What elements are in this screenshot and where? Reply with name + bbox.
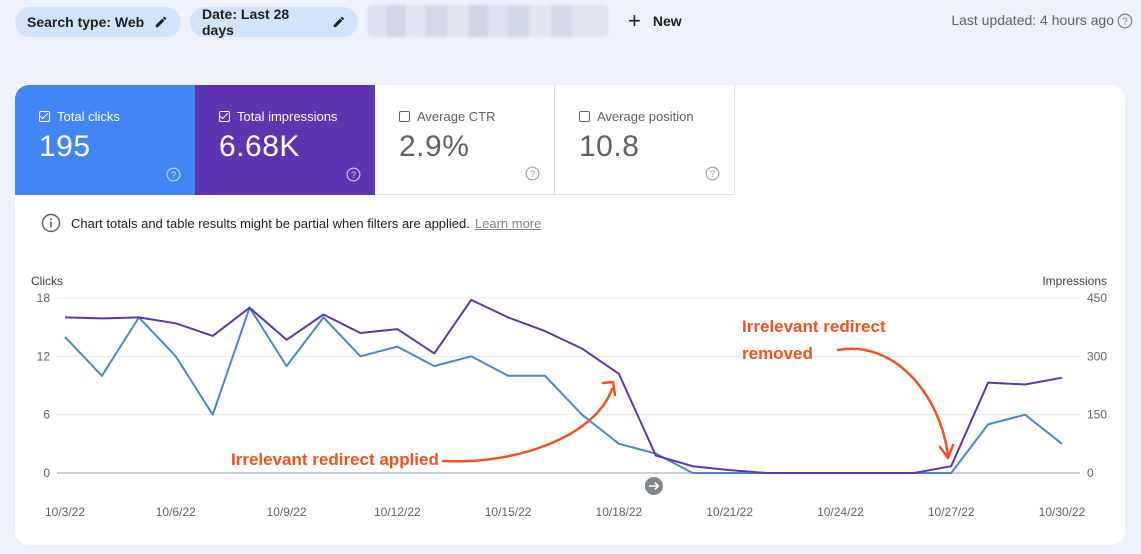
help-icon[interactable]: ?: [166, 167, 181, 182]
right-tick-label: 150: [1087, 408, 1107, 422]
left-tick-label: 18: [37, 291, 51, 305]
new-filter-button[interactable]: + New: [628, 8, 682, 34]
series-line-total-clicks: [64, 306, 1063, 474]
svg-text:?: ?: [1122, 17, 1128, 28]
learn-more-link[interactable]: Learn more: [474, 215, 542, 231]
plus-icon: +: [628, 8, 641, 33]
right-axis-label: Impressions: [1042, 274, 1107, 288]
annotation-arrow-removed: [836, 347, 950, 457]
metric-total-impressions[interactable]: Total impressions 6.68K ?: [195, 85, 375, 195]
edit-pencil-icon: [155, 16, 167, 28]
svg-text:?: ?: [530, 169, 535, 179]
right-tick-label: 450: [1087, 291, 1107, 305]
metric-value: 2.9%: [399, 130, 470, 163]
left-axis-label: Clicks: [31, 274, 63, 288]
svg-text:?: ?: [710, 169, 715, 179]
x-tick-label: 10/15/22: [485, 505, 532, 519]
metric-label: Average position: [597, 109, 694, 124]
x-tick-label: 10/6/22: [156, 505, 196, 519]
search-type-label: Search type: Web: [27, 14, 145, 30]
x-tick-label: 10/3/22: [45, 505, 85, 519]
edit-pencil-icon: [334, 16, 345, 28]
metric-label: Average CTR: [417, 109, 496, 124]
x-tick-label: 10/30/22: [1039, 505, 1086, 519]
new-button-label: New: [652, 13, 682, 29]
notice-text: Chart totals and table results might be …: [71, 215, 470, 231]
performance-chart: 0 0 6 150 12 300 18 450 Clicks Impressions 10/3/22…: [31, 274, 1107, 519]
chart-nav-arrow-icon[interactable]: [644, 477, 663, 495]
annotation-redirect-removed-line1: Irrelevant redirect: [742, 317, 886, 336]
performance-card: Total clicks 195 ? Total impressions 6.6…: [15, 85, 1125, 545]
partial-data-notice: Chart totals and table results might be …: [41, 213, 541, 233]
x-tick-label: 10/24/22: [817, 505, 864, 519]
metric-value: 10.8: [579, 130, 640, 163]
metric-value: 195: [39, 130, 91, 163]
help-icon[interactable]: ?: [705, 166, 720, 181]
info-icon: [41, 213, 61, 233]
metric-average-ctr[interactable]: Average CTR 2.9% ?: [375, 85, 555, 195]
metric-average-position[interactable]: Average position 10.8 ?: [555, 85, 735, 195]
x-tick-label: 10/27/22: [928, 505, 975, 519]
checkbox-unchecked-icon[interactable]: [399, 111, 410, 122]
right-tick-label: 300: [1087, 349, 1107, 363]
x-tick-label: 10/21/22: [706, 505, 753, 519]
checkbox-checked-icon[interactable]: [219, 111, 230, 122]
x-tick-label: 10/12/22: [374, 505, 421, 519]
checkbox-checked-icon[interactable]: [39, 111, 50, 122]
left-tick-label: 6: [43, 408, 50, 422]
help-icon[interactable]: ?: [525, 166, 540, 181]
annotation-redirect-removed-line2: removed: [742, 344, 813, 363]
last-updated-text: Last updated: 4 hours ago: [951, 12, 1114, 28]
left-tick-label: 12: [37, 349, 51, 363]
svg-text:?: ?: [351, 170, 356, 180]
metric-label: Total impressions: [237, 109, 338, 124]
metric-total-clicks[interactable]: Total clicks 195 ?: [15, 85, 195, 195]
search-type-filter-chip[interactable]: Search type: Web: [15, 7, 181, 37]
series-line-total-impressions: [64, 298, 1063, 474]
left-tick-label: 0: [43, 466, 50, 480]
help-icon[interactable]: ?: [346, 167, 361, 182]
chart-nav-arrow-glyph: [648, 481, 660, 491]
date-filter-chip[interactable]: Date: Last 28 days: [190, 6, 358, 38]
x-tick-label: 10/18/22: [596, 505, 643, 519]
x-tick-label: 10/9/22: [267, 505, 307, 519]
metric-label: Total clicks: [57, 109, 120, 124]
annotation-arrowhead-applied: [601, 380, 617, 397]
right-tick-label: 0: [1087, 466, 1094, 480]
date-filter-label: Date: Last 28 days: [202, 6, 290, 38]
annotation-arrowhead-removed: [938, 443, 955, 460]
help-icon[interactable]: ?: [1117, 13, 1133, 29]
redacted-filter-chip: [367, 5, 609, 37]
annotation-arrow-applied: [441, 387, 614, 463]
metric-value: 6.68K: [219, 130, 300, 163]
checkbox-unchecked-icon[interactable]: [579, 111, 590, 122]
annotation-redirect-applied: Irrelevant redirect applied: [231, 450, 439, 469]
svg-text:?: ?: [171, 170, 176, 180]
